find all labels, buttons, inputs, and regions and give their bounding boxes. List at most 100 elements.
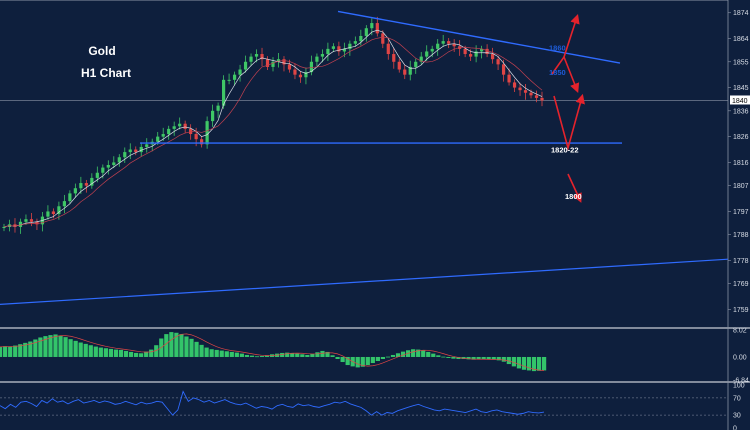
osc-bar — [421, 350, 426, 357]
osc-bar — [88, 345, 93, 357]
candle — [238, 69, 242, 75]
candle — [271, 61, 275, 67]
candle — [512, 82, 517, 88]
osc-bar — [416, 349, 421, 357]
osc-bar — [365, 356, 370, 366]
osc-bar — [380, 356, 386, 360]
arrow-up-breakout — [563, 13, 580, 58]
osc-bar — [375, 356, 380, 362]
osc-bar — [43, 336, 48, 357]
candle — [403, 69, 407, 75]
candle — [480, 48, 484, 52]
osc-bar — [360, 356, 365, 367]
osc-bar — [466, 356, 471, 360]
osc-tick-label: 8.02 — [733, 328, 747, 335]
candle — [375, 23, 379, 34]
osc-bar — [53, 334, 58, 357]
candle — [447, 41, 451, 44]
osc-bar — [93, 346, 98, 357]
candle — [518, 87, 522, 91]
osc-bar — [476, 356, 481, 360]
osc-bar — [531, 356, 537, 372]
osc-signal-line — [0, 333, 545, 371]
candle — [342, 48, 346, 52]
osc-bar — [426, 351, 431, 357]
osc-bar — [244, 354, 250, 357]
osc-bar — [249, 355, 255, 357]
candle — [35, 221, 39, 225]
osc-bar — [486, 356, 491, 360]
osc-bar — [68, 339, 73, 357]
osc-bar — [254, 356, 260, 358]
candle — [287, 64, 292, 70]
osc-bar — [38, 337, 43, 357]
candle — [194, 134, 198, 140]
osc-bar — [310, 353, 315, 357]
osc-bar — [184, 336, 189, 357]
candle — [57, 206, 61, 215]
osc-bar — [290, 352, 295, 357]
rsi-tick-label: 0 — [733, 426, 737, 430]
candle — [496, 59, 500, 65]
candle — [46, 211, 50, 217]
candle — [441, 41, 445, 44]
osc-bar — [234, 352, 239, 357]
osc-bar — [431, 353, 436, 357]
candle — [331, 46, 335, 49]
candle — [161, 134, 165, 137]
osc-bar — [390, 354, 396, 357]
candle — [221, 79, 226, 106]
candle — [337, 46, 341, 52]
osc-bar — [144, 351, 149, 357]
y-tick-label: 1769 — [733, 281, 749, 288]
candle — [408, 66, 412, 75]
osc-bar — [229, 351, 234, 357]
osc-bar — [441, 356, 446, 358]
candle — [123, 152, 127, 158]
osc-bar — [98, 347, 103, 357]
osc-bar — [214, 349, 219, 357]
osc-bar — [194, 341, 199, 357]
osc-bar — [370, 356, 375, 364]
osc-bar — [134, 352, 139, 357]
osc-bar — [169, 332, 174, 357]
osc-bar — [0, 346, 3, 357]
resistance-trendline — [337, 10, 621, 64]
osc-bar — [118, 349, 124, 357]
y-tick-label: 1845 — [733, 85, 749, 92]
moving-average-slow — [3, 36, 543, 228]
y-tick-label: 1816 — [733, 160, 749, 167]
osc-bar — [436, 355, 441, 357]
osc-bar — [108, 348, 114, 357]
level-label: 1860 — [549, 44, 566, 53]
osc-bar — [330, 355, 335, 357]
candle — [211, 110, 215, 122]
candle — [260, 54, 264, 60]
osc-bar — [28, 341, 33, 357]
candle — [425, 51, 429, 57]
candle — [106, 165, 110, 168]
osc-bar — [18, 344, 23, 357]
osc-bar — [48, 335, 53, 357]
osc-bar — [456, 356, 461, 360]
rsi-line — [0, 390, 545, 416]
candle — [304, 72, 308, 78]
osc-bar — [128, 351, 134, 357]
osc-bar — [340, 356, 345, 363]
osc-bar — [471, 356, 476, 360]
candle — [523, 90, 528, 93]
osc-bar — [325, 351, 330, 357]
candle — [90, 177, 94, 186]
candle — [507, 74, 511, 83]
candle — [29, 219, 34, 222]
osc-bar — [123, 350, 129, 357]
osc-bar — [264, 355, 270, 357]
candle — [178, 123, 182, 127]
candle — [232, 74, 237, 80]
candle — [145, 144, 149, 147]
candle — [62, 201, 66, 207]
candle — [463, 48, 467, 55]
osc-bar — [139, 353, 144, 357]
osc-bar — [13, 345, 18, 357]
